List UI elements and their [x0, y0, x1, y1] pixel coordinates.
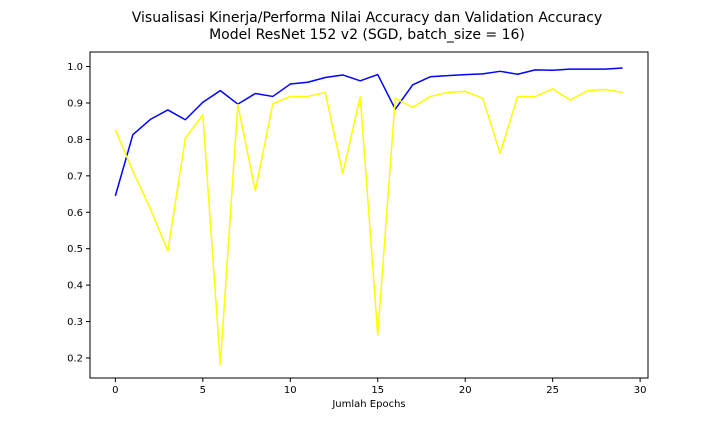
y-tick-label: 0.3 — [67, 317, 83, 328]
chart-title-line1: Visualisasi Kinerja/Performa Nilai Accur… — [132, 10, 603, 26]
y-tick-label: 0.2 — [67, 353, 83, 364]
x-tick-label: 20 — [459, 385, 472, 396]
x-tick-label: 15 — [371, 385, 384, 396]
y-tick-label: 0.5 — [67, 244, 83, 255]
series-line-1 — [114, 88, 623, 366]
y-tick-label: 0.6 — [67, 208, 83, 219]
axes-frame — [89, 51, 649, 379]
x-axis: 0 5 10 15 20 25 30 — [112, 378, 646, 396]
x-tick-label: 10 — [284, 385, 297, 396]
x-tick-label: 25 — [546, 385, 559, 396]
y-tick-label: 1.0 — [67, 62, 83, 73]
x-tick-label: 30 — [634, 385, 647, 396]
y-tick-label: 0.9 — [67, 98, 83, 109]
y-axis: 0.2 0.3 0.4 0.5 0.6 0.7 0.8 0.9 1.0 — [67, 62, 90, 364]
x-tick-label: 0 — [112, 385, 118, 396]
series-line-0 — [114, 67, 623, 197]
y-tick-label: 0.7 — [67, 171, 83, 182]
chart-title-line2: Model ResNet 152 v2 (SGD, batch_size = 1… — [209, 27, 525, 43]
plot-area — [114, 67, 623, 366]
y-tick-label: 0.8 — [67, 135, 83, 146]
x-tick-label: 5 — [200, 385, 206, 396]
y-tick-label: 0.4 — [67, 281, 83, 292]
x-axis-label: Jumlah Epochs — [331, 399, 405, 410]
